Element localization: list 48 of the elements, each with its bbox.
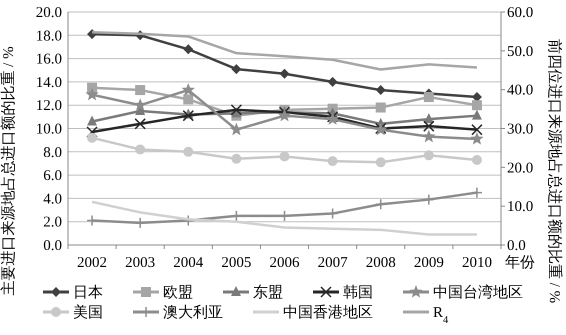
legend-item: 东盟 (223, 285, 283, 301)
x-tick-label: 2007 (318, 255, 348, 271)
y2-tick-label: 10.0 (507, 199, 534, 216)
y-tick-label: 12.0 (36, 98, 62, 114)
x-tick-label: 2008 (366, 255, 396, 271)
y-tick-label: 16.0 (36, 52, 62, 68)
legend-label: 韩国 (343, 284, 373, 301)
y-tick-label: 6.0 (43, 168, 62, 184)
y-tick-label: 2.0 (43, 214, 62, 231)
legend-item: 欧盟 (133, 285, 193, 301)
y-tick-label: 14.0 (36, 74, 62, 91)
y2-axis-title: 前四位进口来源地占总进口额的比重 / % (546, 38, 563, 304)
legend-label: R$_{4}$ (433, 305, 450, 326)
legend-item: 澳大利亚 (133, 305, 223, 321)
y-tick-label: 0.0 (43, 238, 62, 254)
y2-tick-label: 40.0 (507, 82, 534, 99)
y2-tick-label: 20.0 (507, 160, 534, 176)
legend-label: 中国香港地区 (283, 304, 373, 321)
legend-label: 中国台湾地区 (433, 284, 523, 301)
y2-tick-label: 60.0 (507, 5, 534, 21)
y-tick-label: 4.0 (43, 191, 62, 208)
y2-tick-label: 50.0 (507, 44, 534, 60)
legend-label: 日本 (73, 284, 103, 301)
legend-label: 欧盟 (163, 284, 193, 301)
legend-item: R$_{4}$ (403, 305, 448, 326)
y2-tick-label: 30.0 (507, 122, 534, 138)
y-tick-label: 18.0 (36, 28, 62, 44)
legend-item: 美国 (43, 305, 103, 321)
legend-item: 中国台湾地区 (403, 285, 523, 301)
legend-label: 澳大利亚 (163, 304, 223, 321)
legend-item: 中国香港地区 (253, 305, 373, 321)
legend-label: 美国 (73, 304, 103, 321)
x-tick-label: 2006 (270, 255, 300, 271)
legend-label: 东盟 (253, 284, 283, 301)
x-tick-label: 2002 (77, 255, 108, 271)
x-tick-label: 2004 (173, 255, 204, 271)
x-tick-label: 2009 (414, 255, 444, 271)
legend-item: 韩国 (313, 285, 373, 301)
y-tick-label: 20.0 (36, 5, 62, 21)
x-tick-label: 2010 (462, 255, 492, 271)
y-axis-title: 主要进口来源地占总进口额的比重 / % (0, 46, 17, 296)
legend-item: 日本 (43, 285, 103, 301)
x-tick-label: 2003 (125, 255, 156, 271)
y-tick-label: 10.0 (36, 122, 62, 138)
x-axis-title: 年份 (505, 254, 535, 271)
y2-tick-label: 0.0 (507, 238, 526, 254)
x-tick-label: 2005 (221, 255, 252, 271)
y-tick-label: 8.0 (43, 144, 62, 161)
